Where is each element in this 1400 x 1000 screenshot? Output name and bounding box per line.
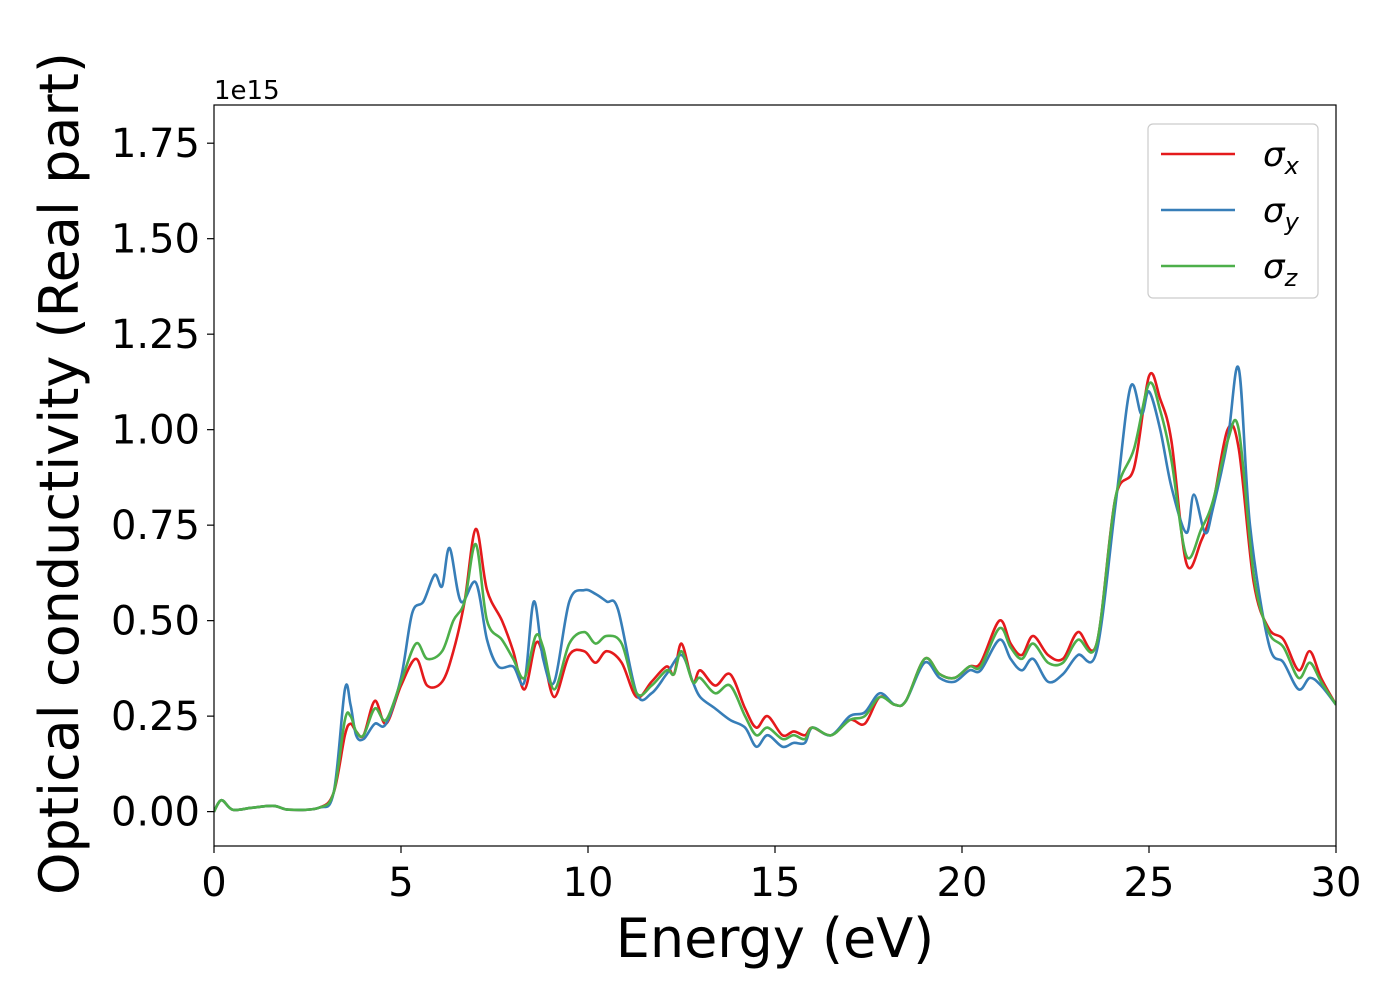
legend-label-x: σx <box>1263 135 1300 180</box>
y-tick-label: 1.75 <box>111 121 200 167</box>
x-axis-ticks: 0 5 10 15 20 25 30 <box>201 846 1361 906</box>
series-line-z <box>214 381 1336 813</box>
y-axis-ticks: 0.00 0.25 0.50 0.75 1.00 1.25 1.50 1.75 <box>111 121 214 836</box>
legend-subscript: y <box>1284 208 1300 236</box>
y-tick-label: 0.25 <box>111 694 200 740</box>
y-tick-label: 0.00 <box>111 790 200 836</box>
y-axis-offset-label: 1e15 <box>214 76 280 106</box>
series-line-y <box>214 365 1336 813</box>
y-tick-label: 1.00 <box>111 408 200 454</box>
legend-subscript: x <box>1284 152 1300 180</box>
legend-subscript: z <box>1284 264 1299 292</box>
legend-symbol: σ <box>1263 247 1286 287</box>
y-tick-label: 0.75 <box>111 503 200 549</box>
legend-symbol: σ <box>1263 135 1286 175</box>
y-tick-label: 0.50 <box>111 599 200 645</box>
x-tick-label: 15 <box>750 860 801 906</box>
y-tick-label: 1.25 <box>111 312 200 358</box>
series-line-x <box>214 372 1336 813</box>
legend-label-z: σz <box>1263 247 1299 292</box>
x-tick-label: 0 <box>201 860 226 906</box>
y-tick-label: 1.50 <box>111 217 200 263</box>
x-tick-label: 30 <box>1311 860 1362 906</box>
x-tick-label: 20 <box>937 860 988 906</box>
x-tick-label: 10 <box>563 860 614 906</box>
series-layer <box>214 365 1336 813</box>
x-axis-label: Energy (eV) <box>616 907 935 970</box>
y-axis-label: Optical conductivity (Real part) <box>28 52 91 895</box>
legend-label-y: σy <box>1263 191 1300 236</box>
legend-symbol: σ <box>1263 191 1286 231</box>
x-tick-label: 25 <box>1124 860 1175 906</box>
x-tick-label: 5 <box>388 860 413 906</box>
